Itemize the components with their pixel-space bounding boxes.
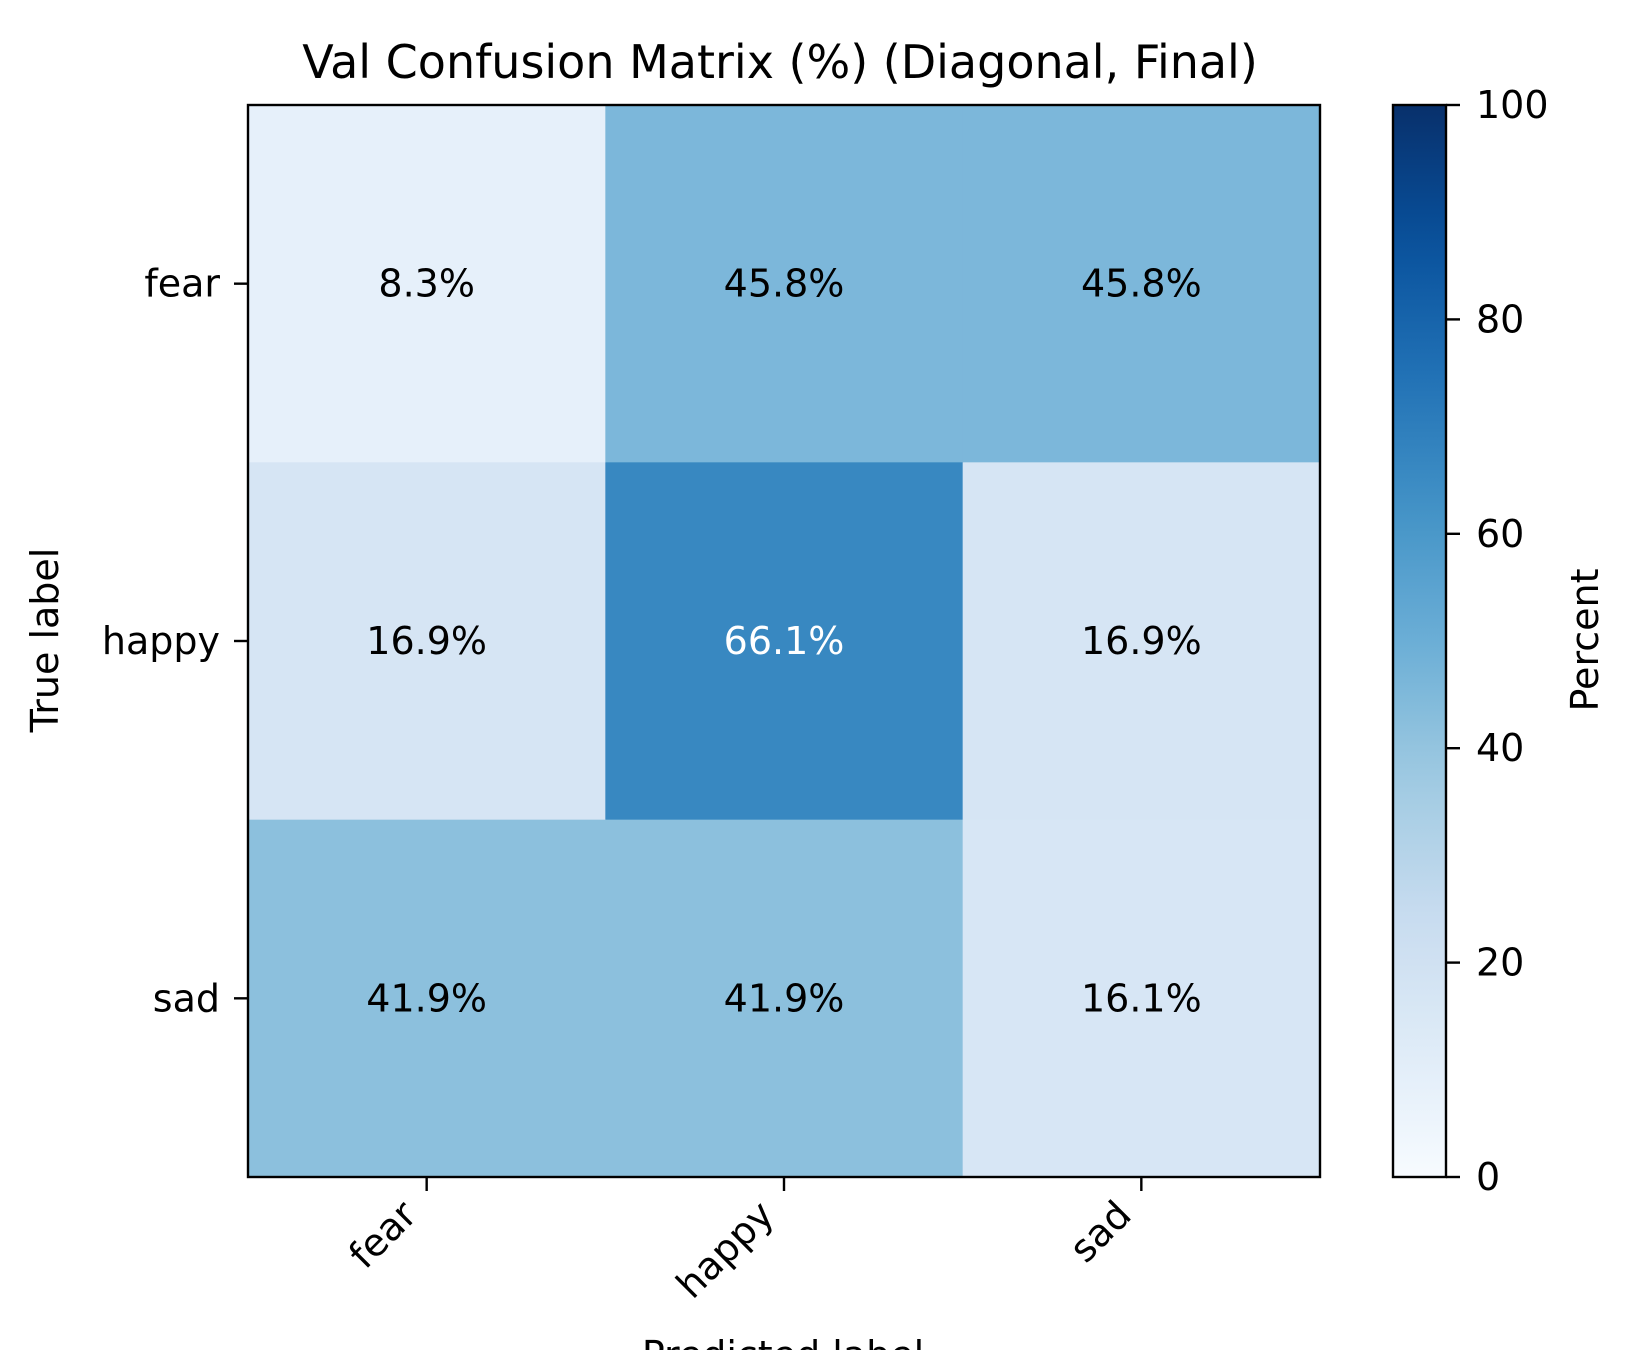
cell-value-label: 41.9%	[366, 976, 487, 1020]
colorbar-tick-label: 60	[1476, 512, 1524, 556]
x-tick-label: happy	[668, 1192, 783, 1307]
heatmap-cell	[248, 819, 606, 1178]
cell-value-label: 45.8%	[1081, 262, 1202, 306]
colorbar-tick-label: 20	[1476, 941, 1524, 985]
heatmap-cell	[605, 462, 964, 821]
cell-value-label: 16.1%	[1081, 976, 1202, 1020]
colorbar-tick-label: 0	[1476, 1155, 1500, 1199]
y-axis-label: True label	[23, 548, 67, 734]
y-tick-label: happy	[102, 619, 220, 663]
y-tick-label: fear	[144, 262, 220, 306]
chart-title: Val Confusion Matrix (%) (Diagonal, Fina…	[302, 35, 1258, 89]
cell-value-label: 66.1%	[724, 619, 845, 663]
colorbar-tick-label: 80	[1476, 297, 1524, 341]
cell-value-label: 45.8%	[724, 262, 845, 306]
colorbar-label: Percent	[1563, 569, 1607, 712]
colorbar-tick-label: 100	[1476, 83, 1549, 127]
y-tick-label: sad	[153, 976, 220, 1020]
colorbar-frame	[1391, 103, 1448, 1179]
colorbar: 0 20 40 60 80 100	[1391, 83, 1549, 1199]
heatmap-cell	[962, 105, 1321, 463]
heatmap-cell	[962, 819, 1321, 1178]
x-tick-label: sad	[1061, 1192, 1140, 1271]
heatmap-cell	[605, 105, 964, 463]
x-axis: fear happy sad	[340, 1177, 1143, 1307]
x-tick-label: fear	[340, 1192, 425, 1277]
colorbar-gradient	[1393, 105, 1446, 1177]
cell-value-label: 8.3%	[378, 262, 475, 306]
cell-value-label: 16.9%	[1081, 619, 1202, 663]
y-axis: fear happy sad	[102, 262, 248, 1020]
colorbar-tick-label: 40	[1476, 726, 1524, 770]
heatmap-cell	[605, 819, 964, 1178]
cell-value-label: 16.9%	[366, 619, 487, 663]
heatmap-grid: 8.3% 45.8% 45.8% 16.9% 66.1% 16.9% 41.9% 41.9% 1…	[246, 103, 1322, 1179]
heatmap-cell	[962, 462, 1321, 821]
x-axis-label: Predicted label	[642, 1333, 924, 1350]
heatmap-cell	[248, 462, 606, 821]
heatmap-cell	[248, 105, 606, 463]
cell-value-label: 41.9%	[724, 976, 845, 1020]
